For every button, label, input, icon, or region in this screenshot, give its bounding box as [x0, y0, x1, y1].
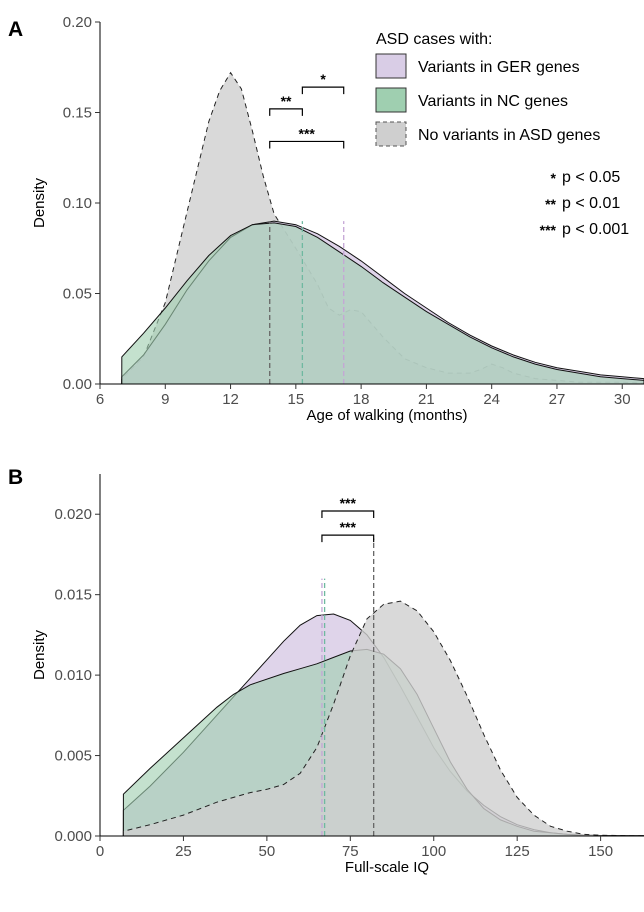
y-tick-label: 0.15 [63, 105, 92, 122]
sig-bracket [269, 140, 345, 149]
sig-bracket-label: * [320, 71, 326, 87]
sig-label-2: p < 0.01 [562, 195, 620, 212]
sig-stars-3: *** [540, 222, 557, 238]
density-area-nc [121, 222, 644, 385]
y-tick-label: 0.020 [54, 506, 92, 523]
x-tick-label: 12 [222, 391, 239, 408]
y-tick-label: 0.00 [63, 376, 92, 393]
x-tick-label: 125 [505, 843, 530, 860]
sig-bracket-label: *** [340, 495, 357, 511]
panel-label-b: B [8, 466, 23, 489]
sig-label-3: p < 0.001 [562, 221, 629, 238]
y-tick-label: 0.005 [54, 748, 92, 765]
x-tick-label: 21 [418, 391, 435, 408]
sig-stars-1: * [551, 170, 557, 186]
legend-label-nc: Variants in NC genes [418, 93, 568, 110]
x-axis-label: Age of walking (months) [307, 407, 468, 424]
panel-label-a: A [8, 18, 23, 41]
x-tick-label: 50 [259, 843, 276, 860]
x-tick-label: 15 [287, 391, 304, 408]
y-axis-label: Density [31, 629, 48, 680]
x-tick-label: 100 [421, 843, 446, 860]
x-tick-label: 27 [549, 391, 566, 408]
sig-bracket [321, 510, 375, 519]
sig-stars-2: ** [545, 196, 556, 212]
x-tick-label: 9 [161, 391, 169, 408]
x-tick-label: 75 [342, 843, 359, 860]
x-tick-label: 24 [483, 391, 500, 408]
y-tick-label: 0.000 [54, 828, 92, 845]
x-tick-label: 25 [175, 843, 192, 860]
legend: ASD cases with: Variants in GER genes Va… [364, 22, 640, 160]
legend-swatch-none [375, 121, 407, 147]
legend-swatch-nc [375, 87, 407, 113]
chart-panel-b: *** *** 0 25 50 75 100 125 150 0.000 0.005 0.010 0.0… [31, 474, 644, 876]
legend-swatch-ger [375, 53, 407, 79]
x-axis-label: Full-scale IQ [345, 859, 429, 876]
y-axis-label: Density [31, 177, 48, 228]
density-area-none [122, 600, 644, 837]
sig-bracket-label: ** [281, 93, 292, 109]
legend-label-ger: Variants in GER genes [418, 59, 580, 76]
legend-box [364, 22, 640, 160]
significance-legend: * p < 0.05 ** p < 0.01 *** p < 0.001 [492, 162, 640, 268]
sig-bracket [269, 108, 303, 116]
x-tick-label: 0 [96, 843, 104, 860]
legend-title: ASD cases with: [376, 31, 492, 48]
y-tick-label: 0.20 [63, 14, 92, 31]
legend-label-none: No variants in ASD genes [418, 127, 600, 144]
y-tick-label: 0.010 [54, 667, 92, 684]
sig-bracket [301, 86, 345, 95]
x-tick-label: 18 [353, 391, 370, 408]
sig-bracket-label: *** [340, 519, 357, 535]
chart-panel-a: ******6 9 12 15 18 21 24 27 300.000.050.100.150.… [31, 14, 644, 424]
x-tick-label: 6 [96, 391, 104, 408]
y-tick-label: 0.015 [54, 587, 92, 604]
sig-label-1: p < 0.05 [562, 169, 620, 186]
x-tick-label: 150 [588, 843, 613, 860]
sig-bracket [321, 534, 375, 543]
y-tick-label: 0.05 [63, 286, 92, 303]
x-tick-label: 30 [614, 391, 631, 408]
significance-legend-box [492, 162, 640, 268]
y-tick-label: 0.10 [63, 195, 92, 212]
sig-bracket-label: *** [299, 125, 316, 141]
